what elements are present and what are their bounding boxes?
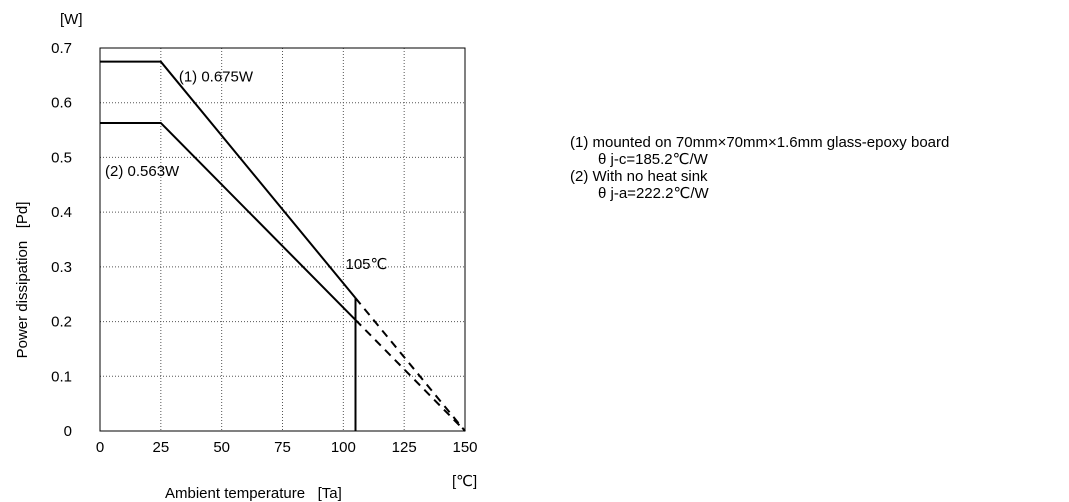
- note-line: θ j-c=185.2℃/W: [598, 151, 708, 168]
- temperature-limit-label: 105℃: [346, 256, 388, 273]
- x-tick-label: 0: [96, 439, 104, 456]
- x-tick-label: 125: [392, 439, 417, 456]
- axis-ticks: 0 25 50 75 100 125 150 0 0.1 0.2 0.3 0.4 0.5 0.6 0.7: [51, 40, 477, 456]
- x-tick-label: 150: [452, 439, 477, 456]
- y-tick-label: 0.5: [51, 149, 72, 166]
- notes-block: (1) mounted on 70mm×70mm×1.6mm glass-epo…: [570, 134, 949, 202]
- x-tick-label: 25: [152, 439, 169, 456]
- y-tick-label: 0.7: [51, 40, 72, 57]
- note-line: (2) With no heat sink: [570, 168, 708, 185]
- y-tick-label: 0.1: [51, 368, 72, 385]
- x-axis-title: Ambient temperature [Ta]: [165, 485, 342, 502]
- note-line: θ j-a=222.2℃/W: [598, 185, 709, 202]
- y-tick-label: 0.3: [51, 259, 72, 276]
- plot-frame: [99, 47, 466, 432]
- series-line: [100, 60, 357, 299]
- y-tick-label: 0.6: [51, 95, 72, 112]
- y-tick-label: 0.4: [51, 204, 72, 221]
- series-label: (2) 0.563W: [105, 163, 180, 180]
- labels-layer: (1) 0.675W (2) 0.563W 105℃: [105, 69, 387, 273]
- x-tick-label: 75: [274, 439, 291, 456]
- note-line: (1) mounted on 70mm×70mm×1.6mm glass-epo…: [570, 134, 950, 151]
- y-unit-label: [W]: [60, 11, 83, 28]
- y-axis-title: Power dissipation [Pd]: [14, 202, 31, 359]
- x-tick-label: 50: [213, 439, 230, 456]
- series-line: [100, 121, 357, 321]
- grid-lines: [100, 48, 465, 431]
- series-label: (1) 0.675W: [179, 69, 254, 86]
- x-unit-label: [℃]: [452, 473, 477, 490]
- x-tick-label: 100: [331, 439, 356, 456]
- power-derating-chart: 0 25 50 75 100 125 150 0 0.1 0.2 0.3 0.4 0.5 0.6 0.7 (…: [14, 11, 478, 502]
- series-extrapolation: [354, 297, 466, 432]
- series-extrapolation: [354, 319, 466, 432]
- series-layer: [100, 60, 466, 432]
- y-tick-label: 0.2: [51, 314, 72, 331]
- y-tick-label: 0: [64, 423, 72, 440]
